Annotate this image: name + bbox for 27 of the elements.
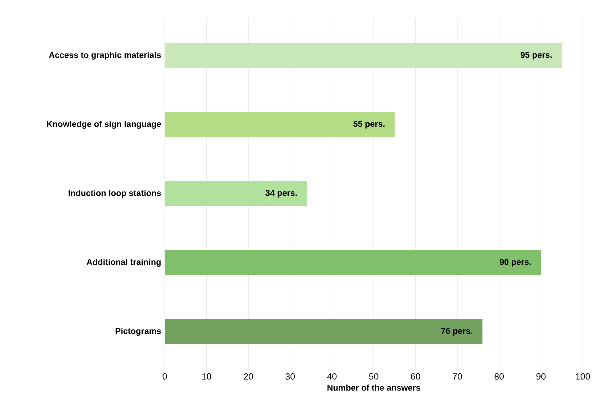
- data-label: 90 pers.: [500, 259, 532, 267]
- x-tick-label: 30: [286, 374, 296, 380]
- y-tick-label: Induction loop stations: [68, 190, 162, 198]
- x-tick-label: 80: [494, 374, 504, 380]
- x-tick-label: 70: [453, 374, 462, 380]
- data-label: 34 pers.: [266, 190, 297, 198]
- bar: [165, 182, 308, 206]
- x-tick-label: 20: [244, 374, 254, 380]
- x-axis-title: Number of the answers: [328, 384, 420, 391]
- x-tick-label: 100: [576, 374, 590, 380]
- bar: [165, 43, 562, 68]
- x-tick-label: 60: [411, 374, 420, 380]
- data-label: 76 pers.: [442, 328, 473, 336]
- data-label: 95 pers.: [520, 52, 552, 60]
- y-tick-label: Access to graphic materials: [49, 52, 162, 60]
- y-tick-label: Knowledge of sign language: [47, 121, 162, 129]
- data-label: 55 pers.: [354, 121, 385, 129]
- bar: [165, 112, 395, 138]
- y-tick-label: Pictograms: [116, 328, 162, 336]
- x-tick-label: 50: [369, 374, 379, 380]
- x-tick-label: 0: [162, 374, 168, 380]
- x-tick-label: 10: [202, 374, 212, 380]
- x-tick-label: 40: [327, 374, 337, 380]
- y-tick-label: Additional training: [86, 259, 161, 267]
- bar: [165, 250, 542, 276]
- x-tick-label: 90: [536, 374, 546, 380]
- bar: [165, 320, 483, 345]
